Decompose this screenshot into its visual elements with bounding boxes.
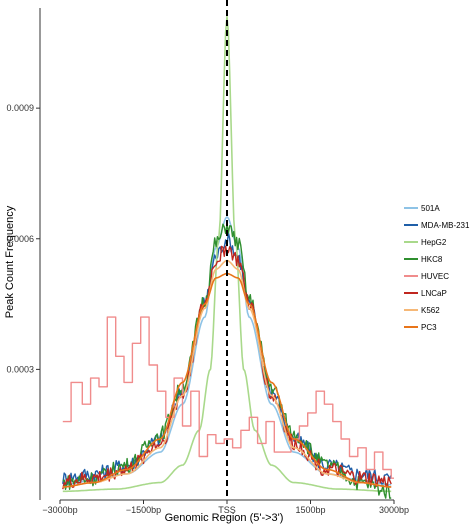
x-tick-label: −3000bp — [42, 505, 77, 515]
legend-item: HKC8 — [404, 255, 443, 264]
legend-item: MDA-MB-231 — [404, 221, 470, 230]
y-axis-title: Peak Count Frequency — [4, 205, 16, 318]
legend-label: HUVEC — [421, 272, 449, 281]
series-curves — [62, 15, 394, 499]
x-axis-ticks: −3000bp −1500bp TSS 1500bp 3000bp — [42, 500, 409, 515]
legend-item: PC3 — [404, 323, 437, 332]
legend-label: MDA-MB-231 — [421, 221, 470, 230]
legend-label: PC3 — [421, 323, 437, 332]
x-tick-label: TSS — [218, 505, 236, 515]
y-tick-label: 0.0003 — [6, 364, 34, 374]
legend-label: HepG2 — [421, 238, 447, 247]
x-tick-label: 3000bp — [379, 505, 409, 515]
legend: 501A MDA-MB-231 HepG2 HKC8 HUVEC LNCaP K562 PC3 — [404, 204, 470, 332]
y-tick-label: 0.0009 — [6, 103, 34, 113]
x-tick-label: −1500bp — [126, 505, 161, 515]
series-line-hepg2 — [62, 15, 392, 493]
x-tick-label: 1500bp — [295, 505, 325, 515]
legend-label: K562 — [421, 306, 440, 315]
legend-item: 501A — [404, 204, 440, 213]
y-axis-ticks: 0.0003 0.0006 0.0009 — [6, 103, 40, 374]
series-line-huvec — [62, 316, 394, 479]
legend-item: HepG2 — [404, 238, 447, 247]
legend-item: HUVEC — [404, 272, 449, 281]
legend-label: 501A — [421, 204, 440, 213]
x-axis-title: Genomic Region (5'->3') — [165, 512, 284, 524]
y-tick-label: 0.0006 — [6, 234, 34, 244]
legend-item: LNCaP — [404, 289, 447, 298]
legend-item: K562 — [404, 306, 440, 315]
legend-label: HKC8 — [421, 255, 443, 264]
legend-label: LNCaP — [421, 289, 447, 298]
